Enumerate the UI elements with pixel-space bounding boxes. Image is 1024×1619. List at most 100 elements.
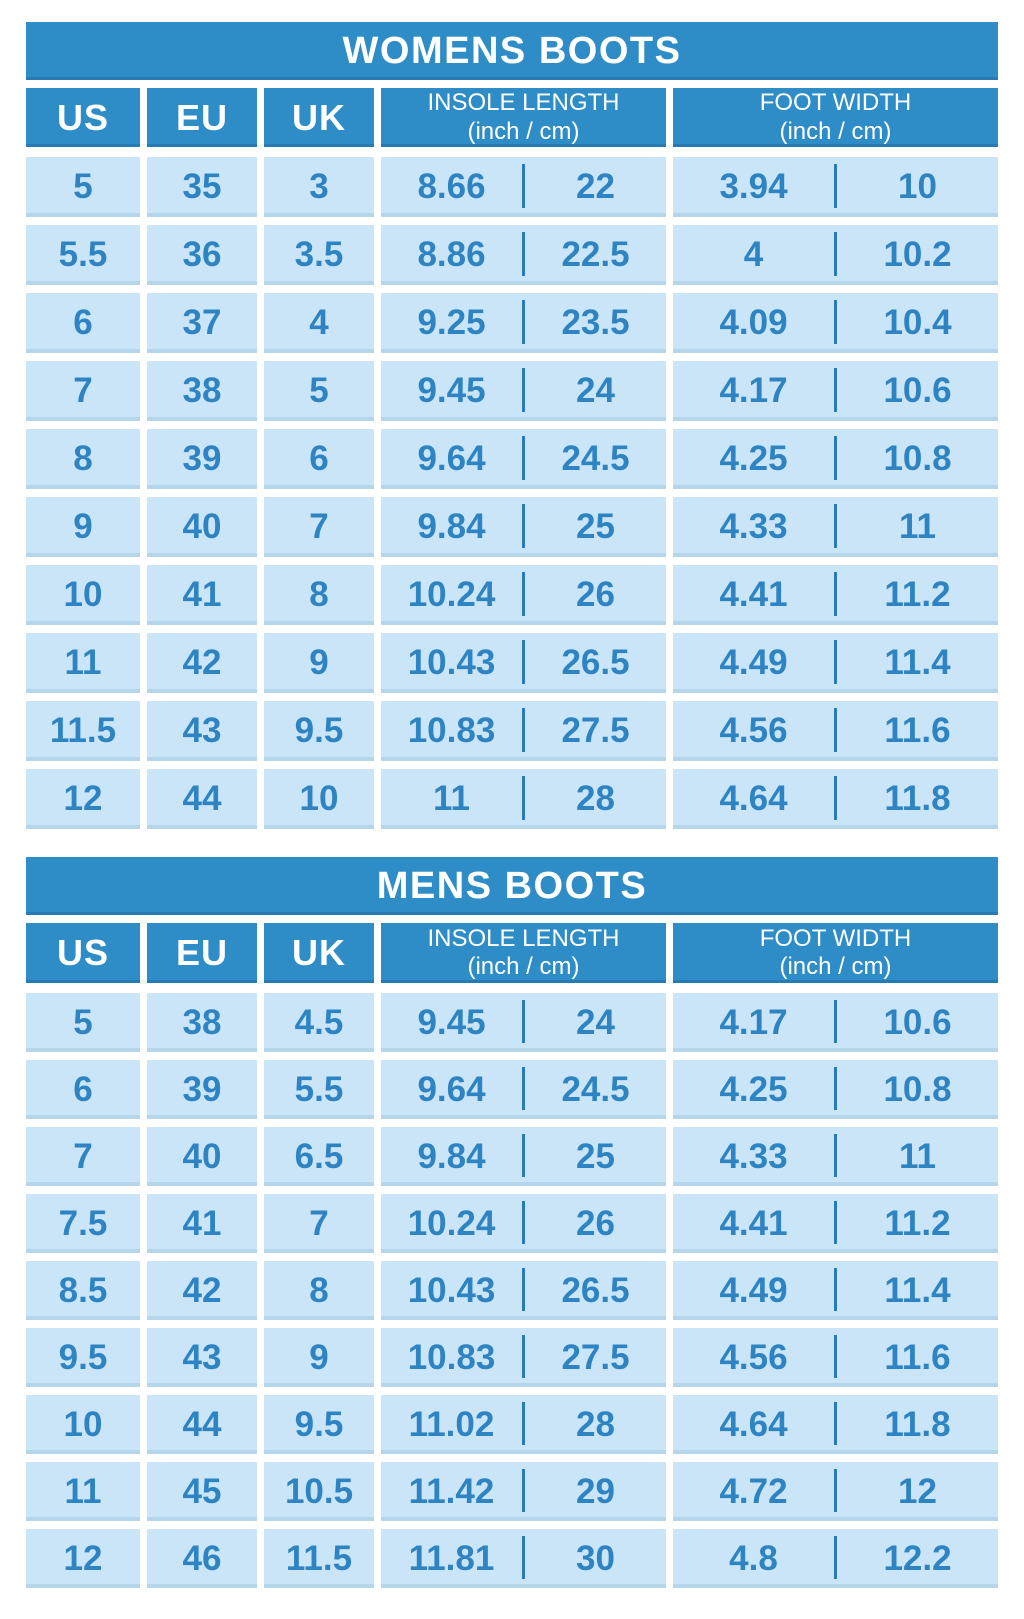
insole-inch-value: 11.81 xyxy=(408,1538,495,1578)
eu-size-cell: 40 xyxy=(147,497,257,557)
table-row: 8.5 42 8 10.43 26.5 4.49 11.4 xyxy=(26,1261,998,1320)
foot-width-cm-value: 10.4 xyxy=(883,303,952,342)
us-size-cell: 6 xyxy=(26,293,140,353)
foot-width-cm-value: 11.4 xyxy=(884,643,951,682)
insole-cm-value: 28 xyxy=(576,779,615,818)
eu-size-cell: 45 xyxy=(147,1462,257,1521)
foot-width-cell: 4.56 11.6 xyxy=(673,1328,998,1387)
eu-size-cell: 43 xyxy=(147,1328,257,1387)
uk-size-cell: 8 xyxy=(264,1261,374,1320)
insole-inch-value: 9.64 xyxy=(417,1069,486,1109)
insole-length-cell: 9.64 24.5 xyxy=(381,1060,666,1119)
uk-size-cell: 11.5 xyxy=(264,1529,374,1588)
us-size-cell: 11 xyxy=(26,1462,140,1521)
insole-length-cell: 9.45 24 xyxy=(381,361,666,421)
cell-divider xyxy=(522,368,525,412)
column-header-foot-width: FOOT WIDTH (inch / cm) xyxy=(673,923,998,983)
insole-cm-value: 26 xyxy=(576,575,615,614)
cell-divider xyxy=(522,1000,525,1043)
cell-divider xyxy=(834,1201,837,1244)
foot-width-cm-value: 10.6 xyxy=(883,1002,952,1042)
insole-inch-value: 10.83 xyxy=(407,711,496,750)
foot-width-inch-value: 4.33 xyxy=(719,1136,788,1176)
us-size-cell: 9.5 xyxy=(26,1328,140,1387)
foot-width-inch-value: 4.41 xyxy=(719,1203,788,1243)
eu-size-cell: 40 xyxy=(147,1127,257,1186)
table-row: 5 35 3 8.66 22 3.94 10 xyxy=(26,157,998,217)
cell-divider xyxy=(522,1536,525,1579)
foot-width-cell: 4.49 11.4 xyxy=(673,633,998,693)
insole-inch-value: 10.83 xyxy=(407,1337,496,1377)
foot-width-cm-value: 11 xyxy=(899,1136,936,1176)
foot-width-inch-value: 4.41 xyxy=(719,575,788,614)
foot-width-cm-value: 11.6 xyxy=(884,711,951,750)
insole-inch-value: 9.25 xyxy=(417,303,486,342)
uk-size-cell: 3 xyxy=(264,157,374,217)
insole-cm-value: 28 xyxy=(576,1404,615,1444)
table-row: 9.5 43 9 10.83 27.5 4.56 11.6 xyxy=(26,1328,998,1387)
cell-divider xyxy=(834,504,837,548)
column-header-insole-units: (inch / cm) xyxy=(467,117,580,145)
foot-width-inch-value: 4.56 xyxy=(719,1337,788,1377)
us-size-cell: 11.5 xyxy=(26,701,140,761)
column-header-uk: UK xyxy=(264,88,374,147)
column-header-insole-length: INSOLE LENGTH (inch / cm) xyxy=(381,923,666,983)
foot-width-inch-value: 4.25 xyxy=(719,439,788,478)
insole-inch-value: 11.42 xyxy=(408,1471,495,1511)
table-row: 5.5 36 3.5 8.86 22.5 4 10.2 xyxy=(26,225,998,285)
insole-length-cell: 11.02 28 xyxy=(381,1395,666,1454)
us-size-cell: 7.5 xyxy=(26,1194,140,1253)
us-size-cell: 8 xyxy=(26,429,140,489)
us-size-cell: 8.5 xyxy=(26,1261,140,1320)
column-header-us-label: US xyxy=(56,96,109,138)
uk-size-cell: 10.5 xyxy=(264,1462,374,1521)
insole-cm-value: 27.5 xyxy=(561,1337,630,1377)
insole-cm-value: 26.5 xyxy=(561,1270,630,1310)
column-header-foot-width: FOOT WIDTH (inch / cm) xyxy=(673,88,998,147)
us-size-cell: 10 xyxy=(26,1395,140,1454)
insole-length-cell: 8.66 22 xyxy=(381,157,666,217)
cell-divider xyxy=(522,300,525,344)
column-header-us: US xyxy=(26,88,140,147)
insole-cm-value: 23.5 xyxy=(561,303,630,342)
foot-width-cm-value: 10.8 xyxy=(883,1069,952,1109)
insole-cm-value: 22 xyxy=(576,167,615,206)
cell-divider xyxy=(522,708,525,752)
us-size-cell: 5 xyxy=(26,157,140,217)
foot-width-cm-value: 10.6 xyxy=(883,371,952,410)
insole-cm-value: 24 xyxy=(576,371,615,410)
foot-width-inch-value: 4.09 xyxy=(719,303,788,342)
column-header-foot-label: FOOT WIDTH xyxy=(759,924,912,952)
us-size-cell: 12 xyxy=(26,1529,140,1588)
us-size-cell: 9 xyxy=(26,497,140,557)
column-header-insole-units: (inch / cm) xyxy=(467,953,580,980)
insole-length-cell: 9.25 23.5 xyxy=(381,293,666,353)
table-row: 8 39 6 9.64 24.5 4.25 10.8 xyxy=(26,429,998,489)
cell-divider xyxy=(522,1067,525,1110)
column-header-insole-length: INSOLE LENGTH (inch / cm) xyxy=(381,88,666,147)
foot-width-cm-value: 11.6 xyxy=(884,1337,951,1377)
cell-divider xyxy=(834,1067,837,1110)
mens-table-body: 5 38 4.5 9.45 24 4.17 10.6 xyxy=(26,993,998,1588)
foot-width-cell: 4.33 11 xyxy=(673,497,998,557)
column-header-us-label: US xyxy=(56,932,109,973)
cell-divider xyxy=(834,640,837,684)
cell-divider xyxy=(834,164,837,208)
cell-divider xyxy=(834,232,837,276)
mens-header-row: US EU UK INSOLE LENGTH (inch / cm) FOOT … xyxy=(26,923,998,983)
table-row: 6 39 5.5 9.64 24.5 4.25 10.8 xyxy=(26,1060,998,1119)
insole-cm-value: 27.5 xyxy=(561,711,630,750)
uk-size-cell: 9.5 xyxy=(264,1395,374,1454)
insole-length-cell: 11 28 xyxy=(381,769,666,829)
insole-inch-value: 9.45 xyxy=(417,371,486,410)
table-row: 5 38 4.5 9.45 24 4.17 10.6 xyxy=(26,993,998,1052)
cell-divider xyxy=(522,164,525,208)
eu-size-cell: 44 xyxy=(147,769,257,829)
cell-divider xyxy=(834,1335,837,1378)
cell-divider xyxy=(522,1402,525,1445)
foot-width-cm-value: 11.2 xyxy=(884,575,951,614)
mens-table-title: MENS BOOTS xyxy=(26,857,998,915)
column-header-eu-label: EU xyxy=(175,932,228,973)
uk-size-cell: 7 xyxy=(264,1194,374,1253)
eu-size-cell: 37 xyxy=(147,293,257,353)
